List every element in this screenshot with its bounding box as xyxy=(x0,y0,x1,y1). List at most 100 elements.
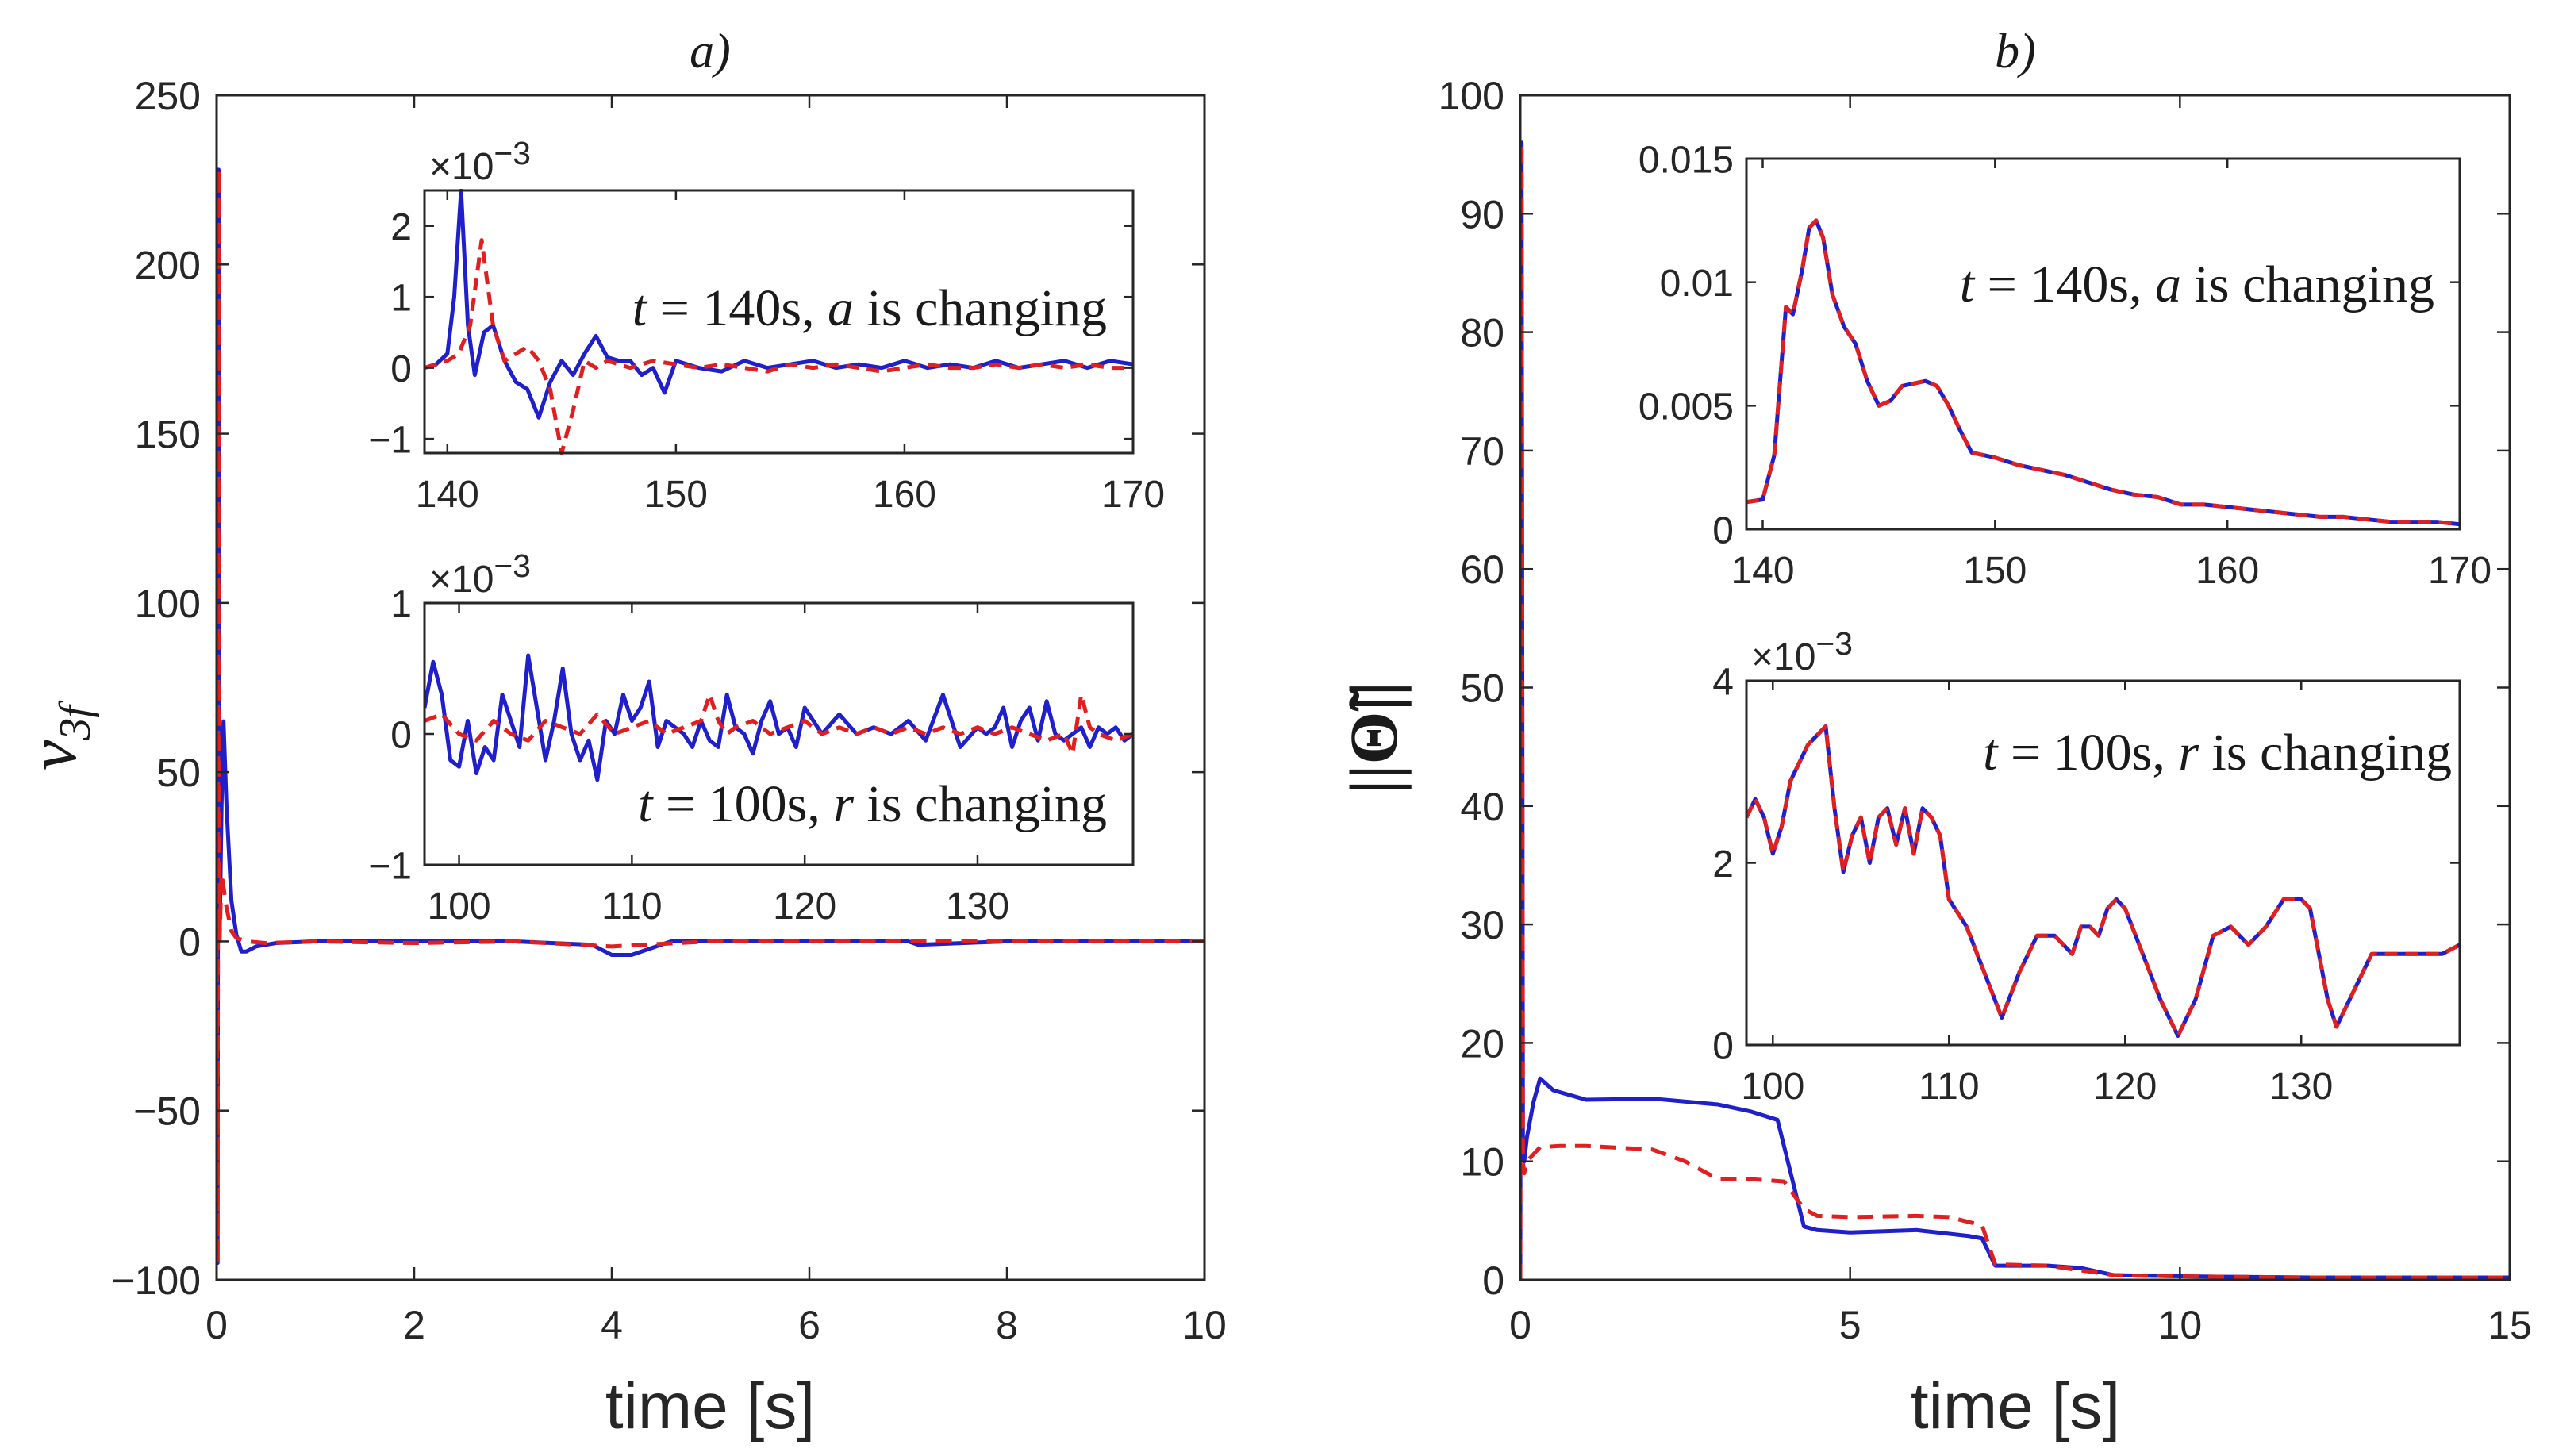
inset-b1-annotation-var: a xyxy=(2155,255,2181,313)
inset-a1: 140 150 160 170 −1 0 1 2 ×10−3 t = 140s, a is cha… xyxy=(368,135,1165,516)
inset-b1-plot-area xyxy=(1746,159,2460,529)
inset-b1-axis-box xyxy=(1745,157,2461,531)
inset-a2-series-dashed xyxy=(425,693,1133,756)
panel-a-xtick-label: 2 xyxy=(403,1303,425,1347)
panel-a-xlabel: time [s] xyxy=(605,1370,815,1443)
panel-a-title: a) xyxy=(690,25,731,79)
inset-a2-annotation-var: r xyxy=(833,775,854,833)
panel-b-ytick-label: 70 xyxy=(1460,429,1504,474)
panel-b-xtick-label: 5 xyxy=(1839,1303,1861,1347)
inset-a1-axis-box xyxy=(423,189,1135,455)
inset-a1-xtick-label: 140 xyxy=(416,474,479,516)
panel-b-xtick-label: 15 xyxy=(2488,1303,2532,1347)
panel-b-ytick-label: 30 xyxy=(1460,903,1504,947)
panel-b-xtick-label: 10 xyxy=(2158,1303,2203,1347)
panel-b-series-dashed xyxy=(1520,140,2510,1281)
inset-a1-series-solid xyxy=(425,189,1133,420)
panel-b-ylabel: ||Θ̃|| xyxy=(1335,682,1412,795)
panel-a-xtick-label: 6 xyxy=(798,1303,820,1347)
inset-b1-annotation: t = 140s, a is changing xyxy=(1960,255,2434,313)
inset-a1-ytick-label: 2 xyxy=(390,206,412,248)
inset-b2-xtick-label: 110 xyxy=(1919,1066,1980,1108)
inset-a2-annotation-eq: = 100s, xyxy=(652,775,833,833)
inset-a2-ytick-label: 0 xyxy=(390,714,412,756)
inset-a2-xtick-label: 110 xyxy=(601,886,663,928)
inset-b1-annotation-rest: is changing xyxy=(2181,255,2434,313)
inset-a2-ytick-label: 1 xyxy=(390,583,412,625)
panel-b-ytick-label: 60 xyxy=(1460,547,1504,592)
inset-b2-annotation-rest: is changing xyxy=(2199,724,2452,782)
inset-a1-ytick-label: −1 xyxy=(368,419,412,461)
inset-a2-xtick-label: 100 xyxy=(428,886,491,928)
panel-b-ytick-label: 100 xyxy=(1439,74,1504,118)
inset-b1-xtick-label: 150 xyxy=(1963,550,2027,592)
inset-a1-xtick-label: 150 xyxy=(644,474,708,516)
inset-a1-exponent: ×10−3 xyxy=(429,135,531,188)
inset-b1-ytick-label: 0.01 xyxy=(1660,263,1734,305)
panel-a-ytick-label: −50 xyxy=(133,1089,201,1134)
panel-a-ytick-label: 50 xyxy=(156,751,201,795)
panel-b-ytick-label: 10 xyxy=(1460,1140,1504,1185)
inset-b1-xtick-label: 170 xyxy=(2428,550,2491,592)
panel-a-ytick-label: −100 xyxy=(111,1258,201,1303)
panel-b-ytick-label: 90 xyxy=(1460,192,1504,236)
inset-b2-annotation: t = 100s, r is changing xyxy=(1983,724,2452,782)
panel-a-xtick-label: 4 xyxy=(601,1303,623,1347)
panel-b-title: b) xyxy=(1995,25,2036,79)
inset-b2-ytick-label: 4 xyxy=(1712,661,1734,703)
inset-b1-xtick-label: 160 xyxy=(2196,550,2259,592)
panel-a-xtick-label: 10 xyxy=(1182,1303,1227,1347)
inset-b1-xtick-label: 140 xyxy=(1731,550,1794,592)
inset-b2-xtick-label: 120 xyxy=(2093,1066,2157,1108)
inset-b1-ytick-label: 0.015 xyxy=(1639,139,1734,181)
inset-a1-annotation-t: t xyxy=(632,279,648,337)
panel-a-xtick-label: 0 xyxy=(206,1303,228,1347)
panel-b-ytick-label: 20 xyxy=(1460,1021,1504,1066)
inset-a2-annotation-t: t xyxy=(638,775,654,833)
inset-b2-annotation-eq: = 100s, xyxy=(1997,724,2178,782)
inset-b2-ytick-label: 2 xyxy=(1712,843,1734,886)
inset-b2-exponent: ×10−3 xyxy=(1751,625,1853,678)
panel-b-ytick-label: 0 xyxy=(1482,1258,1504,1303)
inset-b2-xtick-label: 100 xyxy=(1741,1066,1804,1108)
inset-b1-annotation-t: t xyxy=(1960,255,1976,313)
inset-b1: 140 150 160 170 0 0.005 0.01 0.015 t = 140s, a i… xyxy=(1639,139,2491,592)
inset-b1-annotation-eq: = 140s, xyxy=(1974,255,2155,313)
panel-b-xlabel: time [s] xyxy=(1911,1370,2120,1443)
inset-b2-exponent-power: −3 xyxy=(1815,625,1853,662)
inset-a1-xtick-label: 170 xyxy=(1101,474,1165,516)
inset-a2: 100 110 120 130 −1 0 1 ×10−3 t = 100s, r is chan… xyxy=(368,547,1135,928)
panel-a-series-dashed xyxy=(217,167,1204,1266)
panel-a-ylabel: v3f xyxy=(14,700,100,770)
inset-a1-exponent-base: ×10 xyxy=(429,146,494,188)
panel-b-ytick-label: 80 xyxy=(1460,311,1504,355)
panel-a-xtick-label: 8 xyxy=(996,1303,1018,1347)
inset-a2-exponent: ×10−3 xyxy=(429,547,531,601)
inset-a1-ytick-label: 1 xyxy=(390,277,412,319)
panel-a-axis-box xyxy=(215,94,1206,1281)
panel-a-ylabel-main: v xyxy=(14,740,90,770)
inset-b2-xtick-label: 130 xyxy=(2269,1066,2333,1108)
panel-a-ytick-label: 250 xyxy=(135,74,201,118)
inset-a2-ytick-label: −1 xyxy=(368,845,412,887)
panel-b-ytick-label: 40 xyxy=(1460,785,1504,829)
inset-b1-ytick-label: 0.005 xyxy=(1639,386,1734,428)
inset-a2-annotation-rest: is changing xyxy=(854,775,1107,833)
inset-b2: 100 110 120 130 0 2 4 ×10−3 t = 100s, r is chang… xyxy=(1712,625,2461,1108)
inset-a1-annotation: t = 140s, a is changing xyxy=(632,279,1107,337)
inset-a1-xtick-label: 160 xyxy=(873,474,936,516)
panel-a-ytick-label: 0 xyxy=(179,920,201,964)
inset-a1-annotation-eq: = 140s, xyxy=(647,279,828,337)
inset-b2-exponent-base: ×10 xyxy=(1751,636,1815,678)
panel-b-ylabel-text: ||Θ̃|| xyxy=(1335,682,1412,795)
inset-a2-xtick-label: 120 xyxy=(773,886,836,928)
panel-a-ylabel-sub: 3f xyxy=(51,700,100,741)
panel-b-xtick-label: 0 xyxy=(1509,1303,1531,1347)
inset-a2-annotation: t = 100s, r is changing xyxy=(638,775,1107,833)
inset-b2-ytick-label: 0 xyxy=(1712,1025,1734,1067)
inset-b2-series-dashed xyxy=(1746,724,2460,1039)
inset-a1-annotation-rest: is changing xyxy=(854,279,1107,337)
panel-a-ytick-label: 100 xyxy=(135,582,201,626)
inset-b2-plot-area xyxy=(1746,681,2460,1045)
